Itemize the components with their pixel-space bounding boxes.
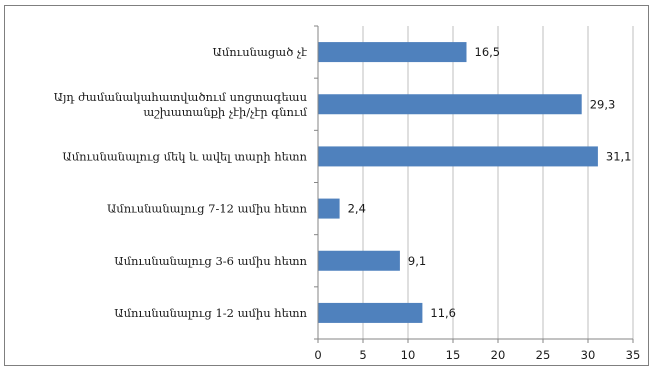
data-label: 16,5	[475, 45, 501, 59]
bar	[318, 302, 423, 323]
bar-chart: 16,5 29,3 31,1 2,4 9,1 11,6 Ամուսնացած չէ Այդ …	[54, 25, 641, 362]
bar	[318, 146, 598, 167]
category-label: Ամուսնանալուց 1-2 ամիս հետո	[114, 306, 307, 320]
data-label: 29,3	[590, 97, 616, 111]
x-tick-label: 5	[359, 348, 366, 362]
x-tick-label: 20	[491, 348, 506, 362]
category-label: Ամուսնանալուց մեկ և ավել տարի հետո	[62, 149, 307, 163]
value-axis: 0 5 10 15 20 25 30 35	[314, 338, 641, 362]
category-axis: Ամուսնացած չէ Այդ ժամանակահատվածում սոցտա…	[54, 25, 319, 340]
x-tick-label: 0	[314, 348, 321, 362]
bar	[318, 250, 400, 271]
data-label: 31,1	[606, 149, 632, 163]
bar	[318, 94, 582, 115]
bars: 16,5 29,3 31,1 2,4 9,1 11,6	[318, 42, 632, 323]
bar	[318, 42, 467, 63]
bar	[318, 198, 340, 219]
x-tick-label: 35	[626, 348, 641, 362]
category-label: Ամուսնանալուց 3-6 ամիս հետո	[114, 254, 307, 268]
x-tick-label: 15	[446, 348, 461, 362]
data-label: 2,4	[348, 202, 366, 216]
data-label: 9,1	[408, 254, 426, 268]
category-label: Ամուսնացած չէ	[213, 45, 308, 59]
data-label: 11,6	[430, 306, 456, 320]
category-label: Այդ ժամանակահատվածում սոցտագեաս աշխատանքի…	[54, 90, 308, 119]
x-tick-label: 10	[401, 348, 416, 362]
chart-frame: 16,5 29,3 31,1 2,4 9,1 11,6 Ամուսնացած չէ Այդ …	[4, 5, 649, 366]
x-tick-label: 30	[581, 348, 596, 362]
x-tick-label: 25	[536, 348, 551, 362]
category-label: Ամուսնանալուց 7-12 ամիս հետո	[107, 202, 308, 216]
gridlines	[362, 26, 634, 339]
